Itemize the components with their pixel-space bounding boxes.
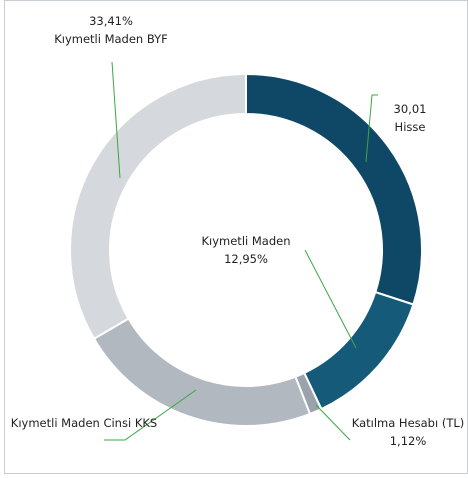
slice-label: Kıymetli Maden BYF [54, 32, 168, 46]
leader-line [104, 389, 197, 441]
leader-line [365, 94, 378, 163]
leader-line [111, 61, 121, 179]
value-label: 12,95% [224, 252, 268, 266]
slice-label: Kıymetli Maden [201, 234, 291, 248]
donut-slice [92, 317, 312, 427]
slice-label: Katılma Hesabı (TL) [351, 416, 465, 430]
donut-slice [69, 72, 247, 341]
donut-slice [302, 290, 415, 411]
value-label: 30,01 [393, 102, 427, 116]
value-label: 33,41% [89, 14, 133, 28]
leader-line [304, 249, 357, 349]
value-label: 1,12% [389, 434, 427, 448]
slice-label: Kıymetli Maden Cinsi KKS [10, 416, 158, 430]
slice-label: Hisse [394, 120, 426, 134]
leader-line [315, 404, 351, 441]
